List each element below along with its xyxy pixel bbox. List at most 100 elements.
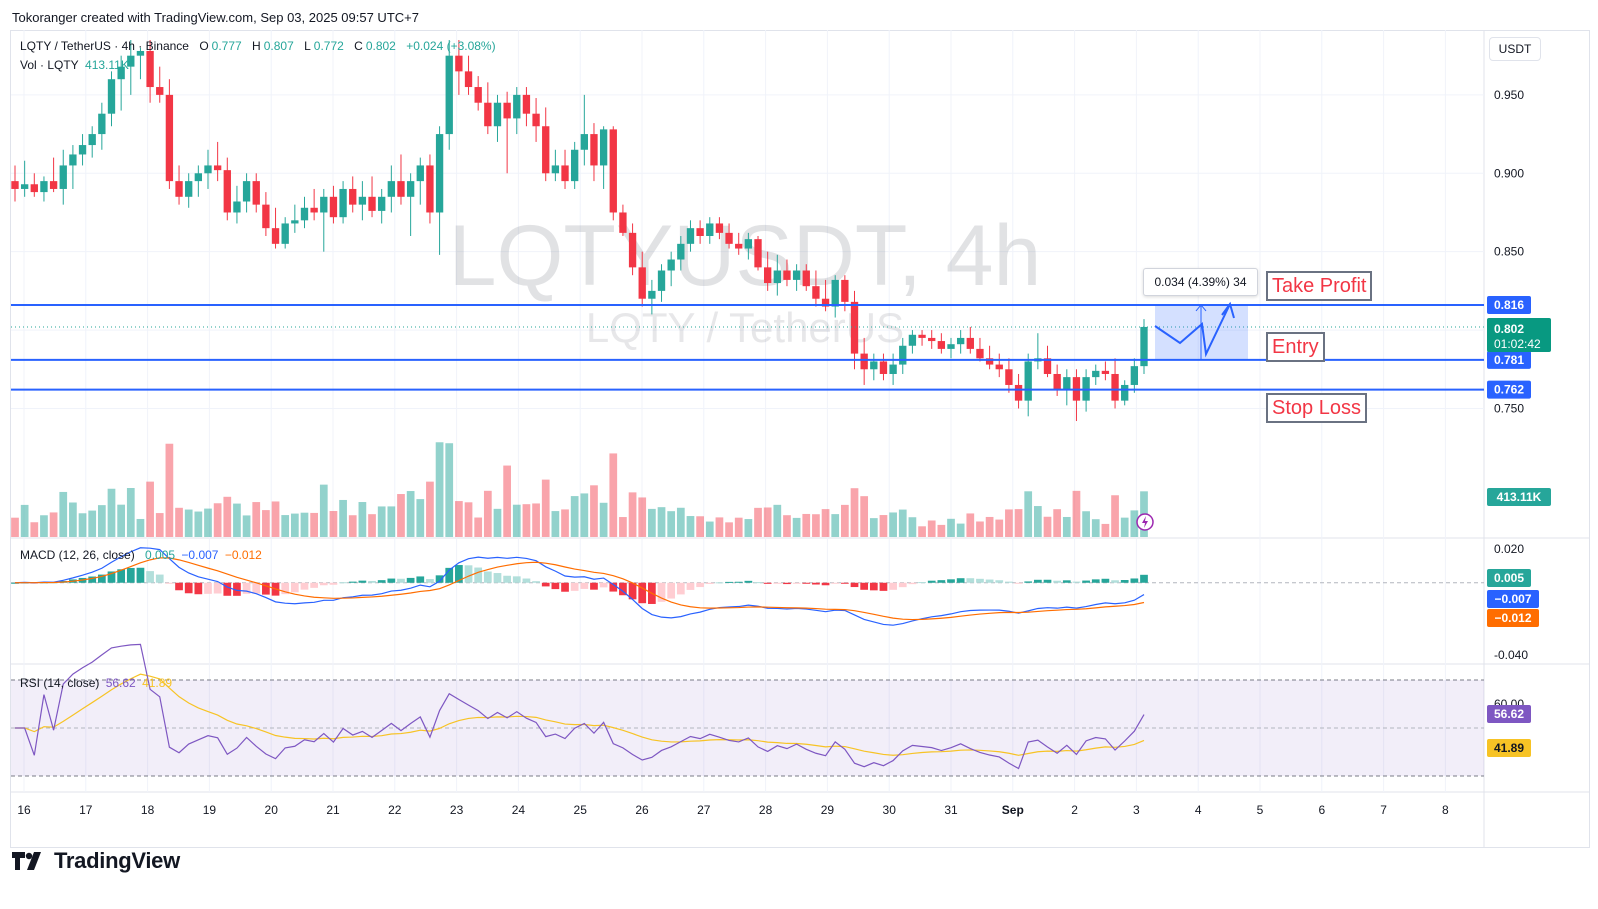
- stop-loss-label[interactable]: Stop Loss: [1266, 393, 1367, 423]
- candle-body: [262, 204, 270, 229]
- candle-body: [271, 228, 280, 244]
- time-axis-tick: 6: [1318, 803, 1325, 817]
- volume-bar: [937, 524, 946, 537]
- macd-histogram-bar: [107, 571, 116, 583]
- candle-body: [831, 279, 839, 307]
- macd-histogram-bar: [155, 574, 164, 583]
- volume-bar: [1082, 511, 1090, 537]
- countdown-timer: 01:02:42: [1494, 337, 1541, 351]
- take-profit-label[interactable]: Take Profit: [1266, 271, 1373, 301]
- macd-histogram-bar: [1024, 581, 1033, 583]
- macd-legend: MACD (12, 26, close) 0.005 −0.007 −0.012: [20, 548, 265, 562]
- candle-body: [204, 165, 212, 174]
- macd-histogram-bar: [348, 581, 357, 583]
- macd-histogram-bar: [377, 580, 386, 583]
- candle-body: [532, 113, 540, 127]
- volume-bar: [20, 504, 29, 537]
- price-axis-tick: 0.750: [1494, 401, 1524, 415]
- candle-body: [165, 94, 174, 182]
- candle-body: [1140, 326, 1148, 367]
- time-axis-tick: 19: [203, 803, 217, 817]
- volume-bar: [869, 518, 878, 537]
- tradingview-logo[interactable]: TradingView: [12, 848, 180, 874]
- macd-histogram-bar: [599, 582, 608, 588]
- volume-bar: [107, 488, 116, 537]
- macd-histogram-bar: [368, 580, 376, 583]
- macd-histogram-bar: [628, 582, 637, 600]
- volume-bar: [1062, 516, 1071, 537]
- close-value: 0.802: [365, 39, 396, 53]
- time-axis-tick: 20: [265, 803, 279, 817]
- candle-body: [542, 126, 550, 174]
- volume-bar: [1101, 523, 1110, 537]
- macd-histogram-bar: [493, 573, 502, 583]
- candle-body: [69, 154, 77, 166]
- macd-histogram-bar: [841, 582, 849, 584]
- macd-histogram-bar: [339, 582, 347, 584]
- macd-histogram-bar: [262, 582, 270, 595]
- macd-histogram-bar: [213, 582, 222, 594]
- macd-signal-value: −0.012: [224, 548, 262, 562]
- macd-histogram-bar: [435, 575, 444, 583]
- macd-histogram-bar: [676, 582, 685, 595]
- tradingview-brand: TradingView: [54, 848, 180, 873]
- candle-body: [233, 201, 241, 213]
- volume-bar: [812, 514, 820, 537]
- macd-histogram-bar: [406, 577, 415, 583]
- macd-histogram-bar: [850, 582, 859, 588]
- volume-bar: [1024, 491, 1033, 537]
- volume-bar: [271, 501, 280, 537]
- macd-histogram-bar: [387, 578, 396, 583]
- entry-label[interactable]: Entry: [1266, 332, 1325, 362]
- volume-bar: [358, 502, 367, 537]
- macd-line: [14, 547, 1145, 626]
- candle-body: [899, 345, 907, 365]
- candle-body: [358, 196, 367, 205]
- macd-histogram-bar: [831, 582, 840, 584]
- volume-bar: [368, 514, 376, 537]
- volume-label: Vol · LQTY: [20, 58, 79, 72]
- low-label: L: [304, 39, 311, 53]
- price-range-measure[interactable]: 0.034 (4.39%) 34: [1143, 268, 1258, 296]
- candle-body: [1043, 358, 1052, 374]
- volume-bar: [966, 513, 975, 537]
- volume-bar: [850, 488, 859, 537]
- macd-hist-value: 0.005: [145, 548, 176, 562]
- macd-histogram-bar: [1062, 580, 1071, 583]
- volume-bar: [725, 522, 733, 537]
- macd-histogram-bar: [233, 582, 241, 596]
- candle-body: [522, 94, 531, 114]
- candle-body: [513, 94, 521, 119]
- volume-legend: Vol · LQTY 413.11K: [20, 58, 132, 72]
- volume-bar: [136, 518, 145, 537]
- macd-histogram-bar: [1005, 581, 1013, 583]
- volume-bar: [821, 509, 830, 537]
- candle-body: [416, 165, 424, 182]
- macd-histogram-bar: [889, 582, 897, 590]
- candle-body: [175, 181, 183, 197]
- macd-line-value: −0.007: [181, 548, 219, 562]
- macd-histogram-bar: [609, 582, 618, 592]
- price-range-arrowhead: [1195, 304, 1207, 312]
- time-axis-tick: 17: [79, 803, 93, 817]
- current-price-badge: 0.802: [1494, 322, 1524, 336]
- volume-bar: [483, 490, 492, 537]
- time-axis-tick: 30: [883, 803, 897, 817]
- time-axis-tick: 8: [1442, 803, 1449, 817]
- candle-body: [619, 212, 627, 233]
- macd-histogram-bar: [319, 582, 328, 586]
- macd-histogram-bar: [686, 582, 695, 590]
- candle-body: [792, 270, 801, 280]
- macd-histogram-bar: [812, 582, 820, 585]
- volume-bar: [30, 522, 39, 537]
- volume-bar: [455, 501, 463, 537]
- volume-bar: [1033, 506, 1042, 537]
- watermark-symbol: LQTYUSDT, 4h: [449, 208, 1042, 304]
- currency-button[interactable]: USDT: [1489, 37, 1541, 61]
- macd-histogram-bar: [570, 582, 579, 591]
- macd-histogram-bar: [204, 582, 212, 594]
- volume-bar: [686, 516, 695, 537]
- stop-loss-price-badge-bg: [1487, 380, 1531, 399]
